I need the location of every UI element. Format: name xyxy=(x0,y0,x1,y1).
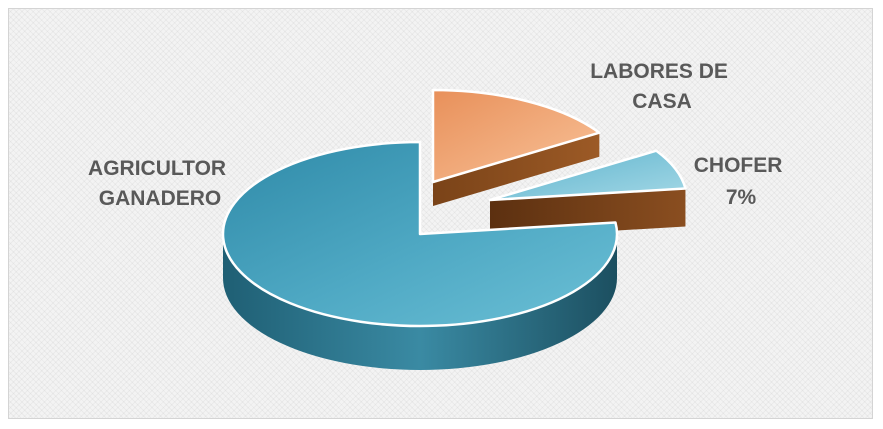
chart-area xyxy=(8,8,873,419)
slice-chofer xyxy=(488,149,687,238)
slice-labores-wall-end xyxy=(433,132,600,206)
slice-label-chofer-percent: 7% xyxy=(726,186,757,209)
slice-label-chofer: CHOFER 7% xyxy=(694,154,789,209)
slice-agricultor-side xyxy=(223,234,617,370)
slice-label-agricultor-line1: AGRICULTOR xyxy=(88,157,226,180)
slice-label-agricultor: AGRICULTOR GANADERO xyxy=(88,157,232,210)
slice-labores-top xyxy=(431,88,601,184)
slice-chofer-top xyxy=(488,149,687,202)
slice-labores xyxy=(431,88,601,206)
slice-label-agricultor-line2: GANADERO xyxy=(99,187,222,210)
slice-agricultor-top xyxy=(221,140,619,328)
slice-label-labores: LABORES DE CASA xyxy=(590,60,734,113)
slice-label-labores-line1: LABORES DE xyxy=(590,60,728,83)
slice-agricultor xyxy=(221,140,619,370)
slice-label-chofer-name: CHOFER xyxy=(694,154,783,177)
slice-chofer-wall-end xyxy=(490,188,686,238)
slice-label-labores-line2: CASA xyxy=(632,90,692,113)
